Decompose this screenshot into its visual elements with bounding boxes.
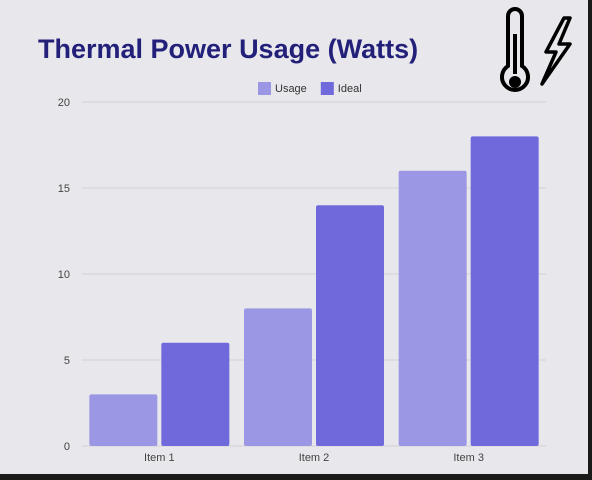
bar-usage-1 <box>89 394 158 446</box>
legend-label-ideal: Ideal <box>338 83 362 95</box>
legend-swatch-ideal <box>320 82 334 95</box>
x-tick-label: Item 1 <box>144 452 175 464</box>
y-tick-label: 20 <box>58 97 70 109</box>
lightning-bolt-icon <box>540 16 572 86</box>
y-tick-label: 5 <box>64 355 70 367</box>
bar-ideal-2 <box>316 205 384 446</box>
bar-ideal-3 <box>470 136 539 446</box>
x-tick-label: Item 3 <box>453 452 484 464</box>
y-tick-label: 15 <box>58 183 70 195</box>
y-tick-label: 10 <box>58 269 70 281</box>
bar-usage-2 <box>244 308 312 446</box>
bar-ideal-1 <box>161 342 230 446</box>
y-tick-label: 0 <box>64 441 70 453</box>
x-tick-label: Item 2 <box>299 452 330 464</box>
chart-title: Thermal Power Usage (Watts) <box>38 34 419 64</box>
legend-swatch-usage <box>258 82 271 95</box>
thermometer-icon <box>500 7 530 92</box>
title-icons <box>500 7 572 92</box>
legend-label-usage: Usage <box>275 83 307 95</box>
bar-usage-3 <box>398 170 467 447</box>
